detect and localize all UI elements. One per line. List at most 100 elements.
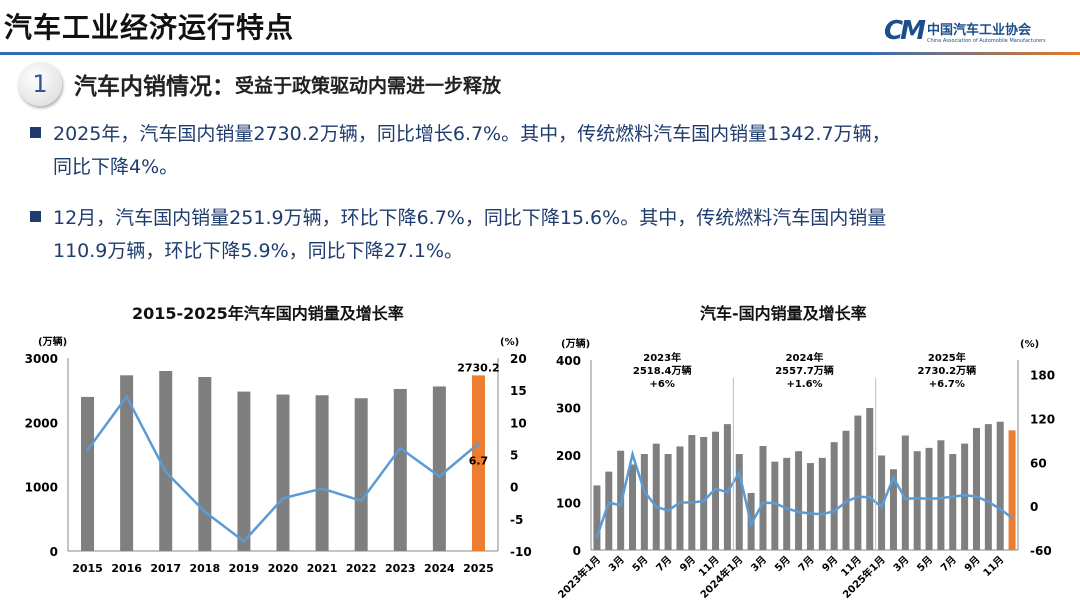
section-number: 1 [18,62,62,106]
bar [972,427,980,550]
growth-point [714,487,717,490]
growth-point [892,476,895,479]
growth-point [856,495,860,498]
bar [949,454,957,550]
bar [159,370,173,551]
year-label: 2024年 [786,351,824,364]
y-tick-label: 2000 [25,416,58,430]
y2-tick-label: 10 [510,416,527,430]
bullet-text: 同比下降4%。 [53,156,179,178]
page-title: 汽车工业经济运行特点 [4,11,295,44]
year-total: 2730.2万辆 [918,364,977,377]
bar [735,454,743,550]
section-title: 汽车内销情况： [74,74,235,100]
bar [315,395,329,551]
year-growth: +6.7% [929,379,965,390]
growth-point [987,500,990,503]
bar [676,446,684,550]
y2-tick-label: 5 [510,449,518,463]
caam-logo-icon: CM [884,16,926,46]
logo: CM 中国汽车工业协会 China Association of Automob… [884,16,1046,46]
bar [913,451,921,550]
growth-point [631,453,634,456]
growth-point [438,475,441,478]
x-tick-label: 2016 [111,562,142,575]
growth-point [738,471,741,474]
y-axis-unit: (万辆) [38,335,67,348]
bar [842,430,850,550]
x-tick-label: 3月 [606,554,626,574]
bar [771,461,779,550]
bar [688,435,696,550]
growth-point [927,497,931,501]
bar [830,442,838,550]
y2-tick-label: 120 [1030,412,1055,426]
bar [984,424,992,550]
y2-tick-label: 0 [1030,500,1038,514]
y-axis-unit: (万辆) [561,337,590,350]
x-tick-label: 3月 [749,554,769,574]
x-tick-label: 2023年1月 [555,553,603,601]
section-heading: 1 汽车内销情况： 受益于政策驱动内需进一步释放 [18,62,501,106]
growth-point [963,493,966,497]
section-subtitle: 受益于政策驱动内需进一步释放 [235,74,502,97]
x-tick-label: 7月 [938,554,958,574]
logo-en: China Association of Automobile Manufact… [926,37,1046,44]
year-total: 2518.4万辆 [633,364,692,377]
x-tick-label: 2021 [307,562,338,575]
x-tick-label: 2020 [268,562,299,575]
year-growth: +1.6% [786,379,822,390]
y-tick-label: 0 [573,544,581,558]
bar [120,375,134,551]
y-tick-label: 3000 [25,352,58,366]
bar [961,443,969,550]
x-tick-label: 7月 [796,554,816,574]
bar [640,454,648,550]
growth-point [643,490,646,493]
bar [889,469,897,550]
growth-point [785,507,788,510]
bar [605,471,613,550]
growth-point [880,505,883,509]
x-tick-label: 2023 [385,562,416,575]
bar [795,451,803,550]
x-tick-label: 2022 [346,562,377,575]
growth-point [773,502,777,505]
bullet-text: 12月，汽车国内销量251.9万辆，环比下降6.7%，同比下降15.6%。其中，… [53,207,887,229]
growth-point [797,510,800,514]
bar [81,396,95,551]
bar [432,386,446,551]
bar [996,421,1004,550]
bar [783,457,791,550]
year-growth: +6% [649,379,674,390]
growth-point [203,510,207,513]
bar [198,376,212,551]
bar [652,443,660,550]
x-tick-label: 9月 [962,554,982,574]
growth-point [86,448,89,452]
x-tick-label: 2015 [72,562,103,575]
x-tick-label: 11月 [981,554,1006,579]
growth-point [951,495,954,498]
year-label: 2023年 [643,351,681,364]
growth-point [655,505,658,509]
bar [759,445,767,550]
bar [806,463,814,550]
bar [1008,430,1016,550]
x-tick-label: 2019 [229,562,260,575]
bar [664,454,672,550]
header-divider [0,52,1080,55]
bar [393,388,407,551]
bar [629,464,637,550]
y-tick-label: 400 [556,354,581,368]
bar [854,415,862,550]
x-tick-label: 7月 [654,554,674,574]
growth-point [125,395,128,398]
x-tick-label: 2017 [150,562,181,575]
bullet-2: 12月，汽车国内销量251.9万辆，环比下降6.7%，同比下降15.6%。其中，… [30,202,1070,268]
bullet-text: 110.9万辆，环比下降5.9%，同比下降27.1%。 [53,240,464,262]
bar [878,455,886,550]
x-tick-label: 9月 [820,554,840,574]
growth-point [477,442,480,445]
